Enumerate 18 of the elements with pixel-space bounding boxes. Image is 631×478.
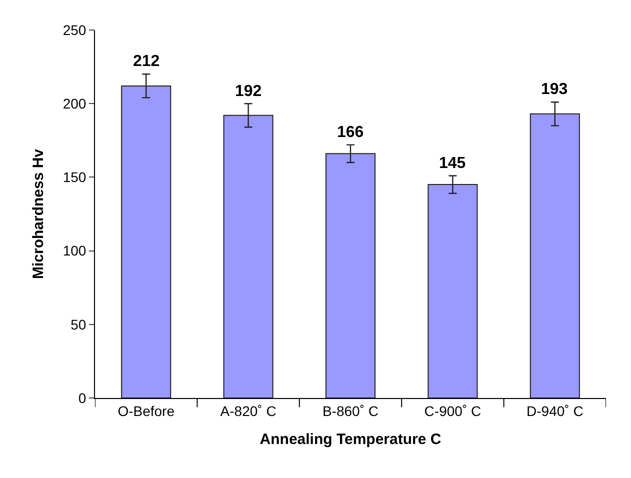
data-label: 193: [541, 81, 568, 98]
data-label: 192: [235, 83, 262, 100]
y-tick-label: 50: [70, 316, 86, 332]
x-tick-label: C-900˚ C: [424, 402, 482, 419]
y-tick-label: 100: [62, 242, 86, 259]
y-tick-label: 150: [62, 169, 86, 186]
y-tick-label: 250: [62, 22, 86, 38]
data-label: 212: [133, 53, 160, 70]
y-tick-label: 200: [62, 96, 86, 112]
x-tick-label: O-Before: [118, 402, 175, 419]
x-axis-title: Annealing Temperature C: [260, 430, 442, 448]
data-label: 166: [337, 124, 364, 141]
data-label: 145: [439, 155, 466, 172]
x-tick-label: B-860˚ C: [322, 402, 379, 419]
y-axis-title: Microhardness Hv: [30, 148, 48, 280]
x-tick-label: D-940˚ C: [526, 402, 584, 419]
y-tick-label: 0: [78, 390, 86, 406]
x-tick-label: A-820˚ C: [220, 402, 276, 419]
